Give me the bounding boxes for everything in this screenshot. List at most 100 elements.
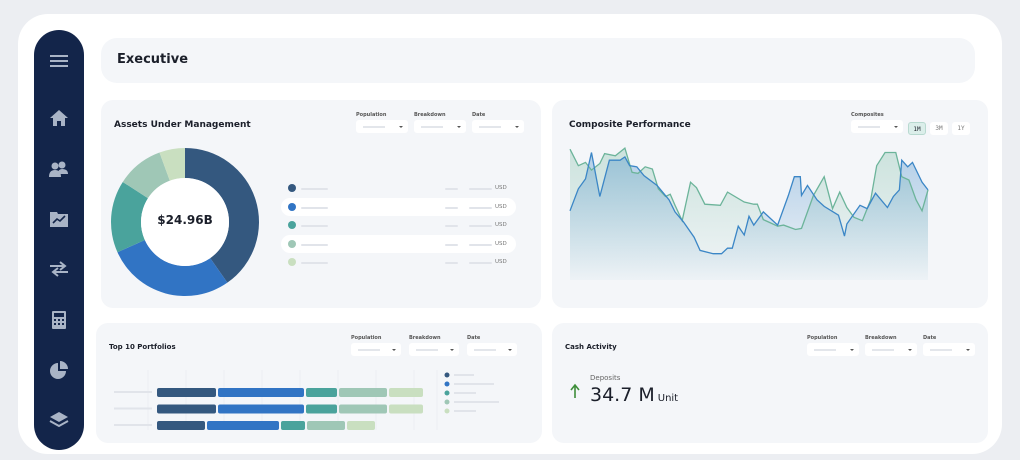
dropdown-label: Population xyxy=(351,335,382,341)
breakdown-dropdown[interactable]: Breakdown xyxy=(865,335,917,356)
legend-label-placeholder xyxy=(301,225,328,227)
series-line xyxy=(569,146,929,231)
legend-unit: USD xyxy=(495,259,507,265)
donut-slice[interactable] xyxy=(110,181,148,253)
series-line xyxy=(569,152,929,255)
donut-chart xyxy=(110,148,259,296)
date-dropdown[interactable]: Date xyxy=(467,335,517,356)
aum-card: Assets Under Management Population Break… xyxy=(101,100,541,308)
aum-total: $24.96B xyxy=(157,213,213,227)
legend-row-bg xyxy=(281,234,516,253)
bar-segment[interactable] xyxy=(218,388,304,397)
dropdown-box[interactable] xyxy=(472,120,524,133)
page-title: Executive xyxy=(117,52,189,67)
calculator-icon[interactable] xyxy=(49,310,69,330)
legend-swatch xyxy=(444,390,450,396)
legend-percent-placeholder xyxy=(445,188,458,190)
top10-title: Top 10 Portfolios xyxy=(109,343,176,351)
legend-label-placeholder xyxy=(454,374,474,376)
dropdown-box[interactable] xyxy=(409,343,459,356)
legend-unit: USD xyxy=(495,240,507,247)
pie-chart-icon[interactable] xyxy=(49,360,69,380)
dropdown-label: Date xyxy=(923,335,937,341)
composite-title: Composite Performance xyxy=(569,120,691,130)
legend-percent-placeholder xyxy=(445,243,458,246)
deposits-metric: 34.7 M Unit xyxy=(590,384,678,406)
range-toggle: 1M 3M 1Y xyxy=(908,122,970,135)
range-button-1M[interactable]: 1M xyxy=(908,122,926,135)
legend-swatch xyxy=(444,381,450,387)
home-icon[interactable] xyxy=(49,108,69,128)
legend-value-placeholder xyxy=(469,225,492,227)
deposits-value: 34.7 M xyxy=(590,384,655,406)
top10-card: Top 10 Portfolios Population Breakdown D… xyxy=(96,323,542,443)
population-dropdown[interactable]: Population xyxy=(356,112,408,133)
legend-label-placeholder xyxy=(301,262,328,264)
dropdown-box[interactable] xyxy=(414,120,466,133)
legend-label-placeholder xyxy=(301,206,328,209)
dropdown-label: Date xyxy=(472,112,486,118)
deposits-label: Deposits xyxy=(590,374,621,382)
aum-title: Assets Under Management xyxy=(114,120,251,130)
legend-swatch xyxy=(288,239,296,248)
legend-swatch xyxy=(288,202,296,211)
composite-card: Composite Performance Composites 1M 3M 1Y xyxy=(552,100,988,308)
deposits-unit: Unit xyxy=(657,393,679,404)
dropdown-box[interactable] xyxy=(356,120,408,133)
bar-segment[interactable] xyxy=(306,388,337,397)
users-icon[interactable] xyxy=(49,159,69,179)
dropdown-box[interactable] xyxy=(467,343,517,356)
bar-segment[interactable] xyxy=(389,388,423,397)
dropdown-label: Breakdown xyxy=(865,335,897,341)
bar-segment[interactable] xyxy=(157,388,216,397)
legend-unit: USD xyxy=(495,185,507,191)
bar-label-placeholder xyxy=(114,407,152,410)
bar-segment[interactable] xyxy=(339,388,387,397)
legend-value-placeholder xyxy=(469,188,492,190)
range-button-3M[interactable]: 3M xyxy=(930,122,948,135)
chart-folder-icon[interactable] xyxy=(49,209,69,229)
dropdown-box[interactable] xyxy=(851,120,903,133)
bar-label-placeholder xyxy=(114,391,152,393)
dropdown-box[interactable] xyxy=(351,343,401,356)
legend-value-placeholder xyxy=(469,206,492,209)
composites-dropdown[interactable]: Composites xyxy=(851,112,903,133)
breakdown-dropdown[interactable]: Breakdown xyxy=(414,112,466,133)
legend-label-placeholder xyxy=(454,383,494,385)
legend-swatch xyxy=(288,221,296,229)
legend-swatch xyxy=(444,399,450,405)
breakdown-dropdown[interactable]: Breakdown xyxy=(409,335,459,356)
donut-slice[interactable] xyxy=(117,239,228,296)
legend-swatch xyxy=(288,184,296,192)
bar-segment[interactable] xyxy=(306,404,337,414)
bar-segment[interactable] xyxy=(339,404,387,414)
dropdown-box[interactable] xyxy=(865,343,917,356)
legend-unit: USD xyxy=(495,203,507,210)
legend-label-placeholder xyxy=(301,243,328,246)
dropdown-label: Composites xyxy=(851,112,884,118)
dropdown-label: Breakdown xyxy=(409,335,441,341)
donut-hole xyxy=(141,178,229,266)
dropdown-box[interactable] xyxy=(807,343,859,356)
date-dropdown[interactable]: Date xyxy=(472,112,524,133)
population-dropdown[interactable]: Population xyxy=(807,335,859,356)
donut-slice[interactable] xyxy=(185,148,259,283)
range-button-1Y[interactable]: 1Y xyxy=(952,122,970,135)
legend-label-placeholder xyxy=(454,410,476,412)
menu-icon[interactable] xyxy=(49,51,69,71)
donut-slice[interactable] xyxy=(122,152,170,199)
population-dropdown[interactable]: Population xyxy=(351,335,401,356)
transfer-icon[interactable] xyxy=(49,259,69,279)
bar-segment[interactable] xyxy=(157,404,216,414)
legend-percent-placeholder xyxy=(445,206,458,209)
date-dropdown[interactable]: Date xyxy=(923,335,975,356)
legend-swatch xyxy=(444,408,450,414)
dropdown-box[interactable] xyxy=(923,343,975,356)
bar-segment[interactable] xyxy=(389,404,423,414)
legend-row-bg xyxy=(281,197,516,216)
cash-card: Cash Activity Population Breakdown Date … xyxy=(552,323,988,443)
donut-slice[interactable] xyxy=(159,148,185,181)
dropdown-label: Population xyxy=(356,112,387,118)
legend-label-placeholder xyxy=(454,392,476,394)
bar-segment[interactable] xyxy=(218,404,304,414)
